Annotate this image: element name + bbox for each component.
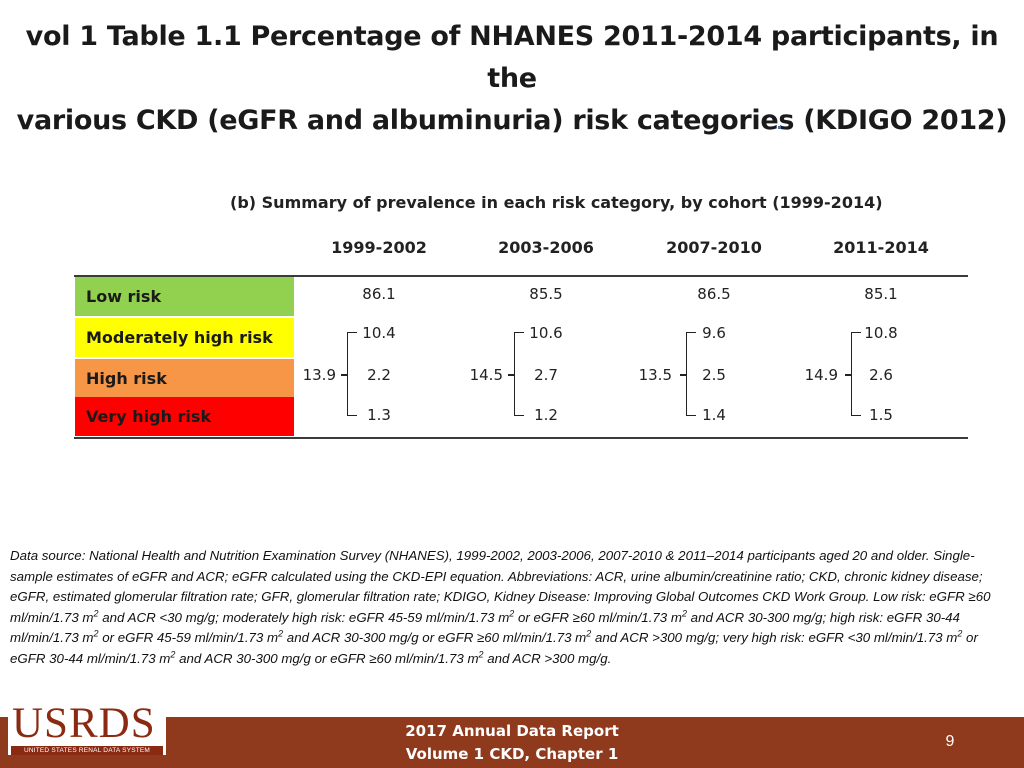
footnote-text-8: or eGFR 30-44 ml/min/1.73 m (10, 630, 978, 666)
category-very-high-risk: Very high risk (75, 397, 294, 436)
footer-line-1: 2017 Annual Data Report (405, 722, 619, 740)
value-very-high-2003-2006: 1.2 (534, 406, 558, 424)
table-bottom-rule (74, 437, 968, 439)
brace-2003-2006 (514, 332, 524, 416)
superscript: 2 (170, 649, 176, 660)
superscript: 2 (93, 628, 99, 639)
column-header-1999-2002: 1999-2002 (331, 238, 427, 257)
brace-2011-2014 (851, 332, 861, 416)
superscript: 2 (586, 628, 592, 639)
value-high-2011-2014: 2.6 (869, 366, 893, 384)
title-line-2: various CKD (eGFR and albuminuria) risk … (16, 105, 1008, 136)
value-low-risk-2007-2010: 86.5 (697, 285, 731, 303)
brace-1999-2002 (347, 332, 357, 416)
footnote-text-7: and ACR >300 mg/g; very high risk: eGFR … (591, 630, 958, 646)
footnote-text-9: and ACR 30-300 mg/g or eGFR ≥60 ml/min/1… (175, 650, 479, 666)
value-mod-high-1999-2002: 10.4 (362, 324, 396, 342)
footer-line-2: Volume 1 CKD, Chapter 1 (405, 745, 619, 763)
superscript: 2 (509, 608, 515, 619)
value-high-2007-2010: 2.5 (702, 366, 726, 384)
column-header-2011-2014: 2011-2014 (833, 238, 929, 257)
superscript: 2 (278, 628, 284, 639)
ckd-total-2007-2010: 13.5 (638, 366, 672, 384)
category-moderately-high-risk: Moderately high risk (75, 318, 294, 357)
value-low-risk-2011-2014: 85.1 (864, 285, 898, 303)
footnote: Data source: National Health and Nutriti… (10, 546, 1015, 670)
value-high-1999-2002: 2.2 (367, 366, 391, 384)
value-low-risk-2003-2006: 85.5 (529, 285, 563, 303)
value-mod-high-2007-2010: 9.6 (702, 324, 726, 342)
value-mod-high-2003-2006: 10.6 (529, 324, 563, 342)
column-header-2003-2006: 2003-2006 (498, 238, 594, 257)
value-high-2003-2006: 2.7 (534, 366, 558, 384)
footer-bar (0, 717, 1024, 768)
value-very-high-2007-2010: 1.4 (702, 406, 726, 424)
brace-2007-2010 (686, 332, 696, 416)
footnote-text-10: and ACR >300 mg/g. (483, 650, 612, 666)
footnote-text-4: and ACR 30-300 mg/g; high risk: eGFR 30-… (10, 609, 960, 646)
decorative-dot (778, 126, 781, 129)
value-very-high-1999-2002: 1.3 (367, 406, 391, 424)
logo-wordmark: USRDS (12, 700, 156, 747)
footnote-text-6: and ACR 30-300 mg/g or eGFR ≥60 ml/min/1… (283, 630, 587, 646)
footer-report-label: 2017 Annual Data Report Volume 1 CKD, Ch… (362, 720, 662, 766)
footnote-text-1: Data source: National Health and Nutriti… (10, 548, 991, 625)
value-low-risk-1999-2002: 86.1 (362, 285, 396, 303)
superscript: 2 (681, 608, 687, 619)
column-header-2007-2010: 2007-2010 (666, 238, 762, 257)
ckd-total-2011-2014: 14.9 (804, 366, 838, 384)
superscript: 2 (957, 628, 963, 639)
value-very-high-2011-2014: 1.5 (869, 406, 893, 424)
footnote-text-3: or eGFR ≥60 ml/min/1.73 m (514, 609, 682, 625)
brace-tick-1999-2002 (341, 374, 347, 376)
slide-title: vol 1 Table 1.1 Percentage of NHANES 201… (0, 16, 1024, 142)
superscript: 2 (478, 649, 484, 660)
ckd-total-2003-2006: 14.5 (469, 366, 503, 384)
brace-tick-2007-2010 (680, 374, 686, 376)
brace-tick-2011-2014 (845, 374, 851, 376)
category-high-risk: High risk (75, 359, 294, 398)
usrds-logo: USRDS UNITED STATES RENAL DATA SYSTEM (8, 700, 166, 755)
footnote-text-2: and ACR <30 mg/g; moderately high risk: … (98, 609, 510, 625)
footnote-text-5: or eGFR 45-59 ml/min/1.73 m (98, 630, 279, 646)
title-line-1: vol 1 Table 1.1 Percentage of NHANES 201… (25, 21, 999, 94)
page-number: 9 (945, 733, 955, 750)
superscript: 2 (93, 608, 99, 619)
table-subtitle: (b) Summary of prevalence in each risk c… (230, 193, 883, 212)
logo-subtext: UNITED STATES RENAL DATA SYSTEM (11, 746, 163, 755)
category-low-risk: Low risk (75, 277, 294, 316)
ckd-total-1999-2002: 13.9 (302, 366, 336, 384)
value-mod-high-2011-2014: 10.8 (864, 324, 898, 342)
brace-tick-2003-2006 (508, 374, 514, 376)
table-top-rule (74, 275, 968, 277)
